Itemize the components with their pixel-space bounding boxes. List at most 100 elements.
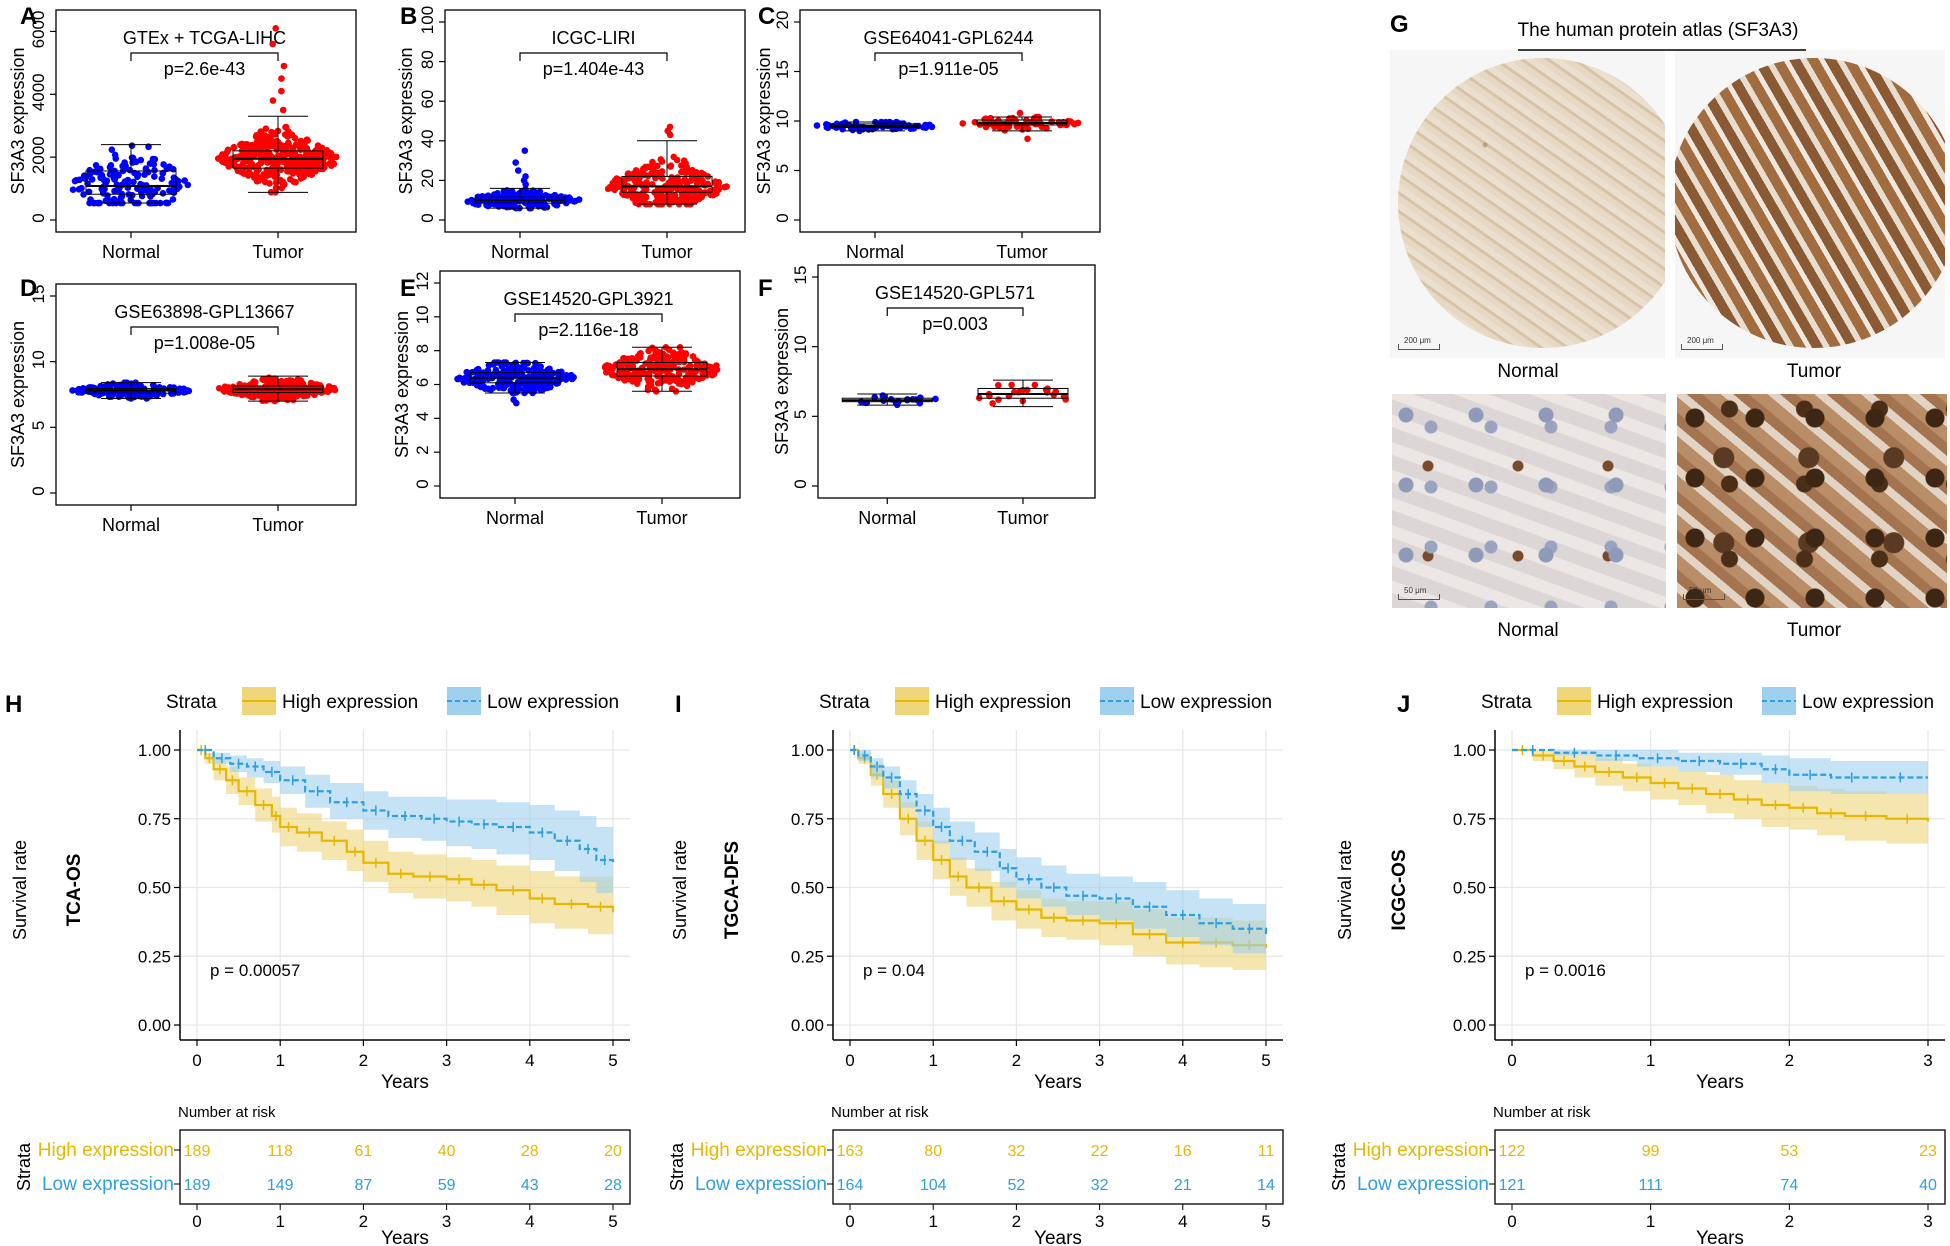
y-tick-label: 2000 (29, 136, 48, 174)
y-tick-label: 0.75 (138, 810, 171, 829)
panel-label: A (20, 3, 37, 30)
risk-value: 164 (837, 1177, 864, 1194)
risk-value: 11 (1258, 1143, 1275, 1160)
data-point (269, 97, 277, 104)
x-axis-label: Years (1034, 1072, 1082, 1093)
data-point (137, 156, 145, 164)
data-point (278, 75, 285, 82)
scale-bar (1398, 594, 1440, 600)
survival-panel-i: 0.00 0.25 0.50 0.75 1.00 0 1 2 3 4 5 Years Survival … (667, 687, 1284, 1246)
risk-value: 16 (1174, 1143, 1192, 1160)
data-point (568, 373, 575, 380)
box-panel-e: E 0 2 4 6 8 10 12 SF3A3 expression Normal Tumor GSE… (392, 270, 741, 528)
p-value: p = 0.04 (863, 961, 925, 980)
legend-entry: Low expression (487, 692, 619, 713)
x-tick-label: Normal (858, 508, 916, 528)
confidence-band-low (197, 750, 613, 896)
panel-label-g: G (1390, 11, 1409, 38)
data-point (255, 392, 263, 399)
plot-frame (55, 9, 357, 233)
hpa-label-bottom-normal: Normal (1497, 620, 1558, 641)
data-point (1071, 120, 1078, 128)
data-point (110, 174, 118, 182)
y-tick-label: 5 (773, 164, 792, 173)
y-tick-label: 6000 (29, 11, 48, 49)
data-point (922, 121, 929, 129)
data-point (637, 350, 644, 357)
scale-bar (1683, 594, 1725, 600)
data-point (673, 156, 681, 164)
y-tick-label: 0.25 (791, 947, 824, 966)
data-point (506, 362, 513, 370)
data-point (699, 374, 706, 381)
y-tick-label: 0.25 (138, 947, 171, 966)
confidence-band-low (1512, 750, 1928, 794)
data-point (320, 154, 328, 162)
data-point (642, 193, 650, 201)
data-point (709, 191, 717, 199)
data-point (265, 392, 273, 400)
data-point (688, 172, 695, 180)
data-point (674, 352, 682, 360)
data-point (813, 122, 821, 129)
data-point (500, 187, 508, 195)
y-tick-label: 0.75 (1453, 810, 1486, 829)
data-point (696, 176, 703, 184)
scale-bar (1398, 344, 1440, 350)
scale-bar (1681, 344, 1723, 350)
chart-title: GSE14520-GPL3921 (503, 289, 673, 309)
data-point (74, 387, 81, 394)
y-tick-label: 5 (791, 410, 810, 419)
risk-value: 87 (355, 1177, 373, 1194)
scale-label: 200 μm (1404, 336, 1431, 345)
data-point (266, 151, 273, 158)
legend-title: Strata (819, 692, 870, 713)
data-point (613, 175, 621, 182)
data-point (514, 167, 522, 174)
data-point (80, 191, 87, 198)
risk-row-name: High expression (691, 1140, 827, 1161)
risk-value: 28 (521, 1143, 539, 1160)
x-tick-label: 0 (845, 1051, 854, 1070)
data-point (260, 173, 267, 181)
legend-title: Strata (1481, 692, 1532, 713)
x-tick-label: Normal (102, 242, 160, 262)
data-point (916, 394, 924, 401)
data-point (278, 142, 286, 149)
y-tick-label: 0.75 (791, 810, 824, 829)
data-point (672, 376, 680, 383)
risk-table-title: Number at risk (831, 1104, 929, 1121)
data-point (248, 142, 256, 149)
data-point (159, 190, 167, 197)
panel-label: E (400, 275, 416, 302)
data-point (259, 376, 266, 383)
p-value: p=2.6e-43 (164, 59, 246, 79)
legend-entry: Low expression (1802, 692, 1934, 713)
data-point (329, 385, 336, 393)
data-point (271, 380, 279, 387)
data-point (134, 173, 141, 181)
data-point (318, 149, 326, 156)
data-point (86, 199, 93, 207)
data-point (523, 387, 530, 394)
hpa-label-top-tumor: Tumor (1787, 361, 1842, 382)
data-point (623, 368, 631, 376)
data-point (278, 87, 285, 95)
data-point (225, 156, 232, 164)
data-point (158, 175, 166, 182)
y-tick-label: 0.25 (1453, 947, 1486, 966)
hpa-core-normal: 200 μm (1390, 50, 1665, 358)
data-point (644, 383, 652, 391)
risk-value: 189 (184, 1177, 211, 1194)
data-point (257, 128, 265, 135)
plot-frame (817, 264, 1096, 499)
x-tick-label: 3 (1095, 1051, 1104, 1070)
risk-table-frame (832, 1129, 1284, 1205)
y-axis-label: SF3A3 expression (396, 47, 416, 194)
significance-bracket (519, 52, 668, 61)
risk-x-axis-label: Years (1034, 1228, 1082, 1246)
data-point (122, 162, 129, 170)
risk-row-name: Low expression (695, 1174, 827, 1195)
x-tick-label: Tumor (636, 508, 687, 528)
risk-value: 22 (1091, 1143, 1109, 1160)
